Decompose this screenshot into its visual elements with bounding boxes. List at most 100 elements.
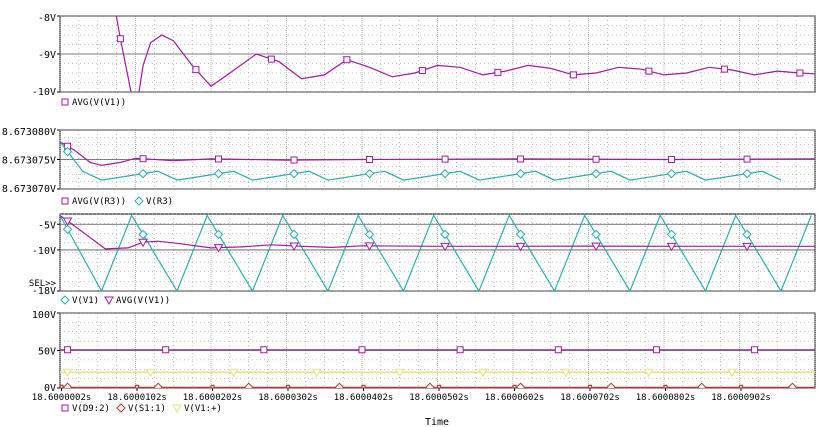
series-marker [517, 155, 525, 163]
legend-marker [172, 404, 182, 414]
series-marker [606, 382, 616, 388]
series-marker [494, 68, 502, 76]
series-marker [289, 242, 299, 251]
y-tick-label: -5V [38, 220, 56, 231]
series-marker [162, 346, 170, 354]
series-marker [244, 382, 254, 388]
series-marker [62, 368, 73, 378]
series-line [60, 215, 815, 250]
legend-marker [104, 296, 114, 306]
x-tick-label: 18.6000202s [183, 393, 243, 403]
series-marker [743, 155, 751, 163]
panel-series [60, 214, 815, 291]
series-marker [213, 168, 224, 179]
series-marker [591, 242, 601, 252]
series-marker [290, 156, 298, 164]
series-marker [138, 229, 148, 240]
series-marker [289, 229, 299, 240]
y-tick-label: -10V [32, 246, 56, 257]
series-marker [645, 67, 653, 75]
series-marker [153, 382, 163, 388]
x-tick-label: 18.6000502s [409, 393, 469, 403]
series-marker [311, 368, 322, 378]
series-marker [477, 368, 488, 378]
legend-label: V(S1:1) [128, 404, 166, 414]
panel-series [115, 16, 815, 92]
x-tick-label: 18.6000002s [32, 393, 92, 403]
series-marker [569, 71, 577, 79]
series-marker [366, 155, 374, 163]
series-marker [591, 168, 601, 179]
legend-marker [61, 404, 69, 412]
series-marker [139, 155, 147, 163]
series-marker [192, 66, 200, 74]
x-tick-label: 18.6000302s [258, 393, 318, 403]
series-marker [560, 368, 571, 378]
series-marker [742, 229, 752, 240]
panel-series [60, 346, 815, 388]
y-tick-label: 0V [44, 383, 56, 394]
series-marker [644, 368, 654, 378]
series-marker [742, 242, 752, 252]
x-tick-label: 18.6000402s [334, 393, 394, 403]
legend-marker [60, 295, 70, 305]
series-marker [441, 155, 449, 163]
series-marker [697, 382, 707, 388]
sel-marker: SEL>> [29, 279, 57, 289]
x-axis-label: Time [425, 417, 449, 427]
series-marker [787, 382, 798, 388]
series-marker [215, 155, 223, 163]
series-marker [666, 242, 677, 252]
x-tick-label: 18.6000802s [636, 393, 696, 403]
series-marker [425, 382, 435, 388]
panel-series [60, 141, 815, 181]
series-marker [228, 368, 239, 378]
legend-label: V(D9:2) [72, 404, 110, 414]
series-marker [515, 229, 526, 240]
series-line [60, 384, 815, 388]
series-marker [394, 368, 405, 378]
series-marker [62, 146, 73, 157]
x-tick-label: 18.6000602s [485, 393, 545, 403]
x-tick-label: 18.6000702s [560, 393, 620, 403]
y-tick-label: 100V [32, 310, 56, 321]
legend-label: AVG(V(V1)) [116, 296, 170, 306]
y-tick-label: -18V [32, 286, 56, 297]
series-marker [720, 65, 728, 73]
series-marker [515, 382, 526, 388]
legend-label: V(R3) [146, 197, 173, 207]
x-tick-label: 18.6000902s [711, 393, 771, 403]
series-marker [668, 155, 676, 163]
series-marker [62, 382, 73, 388]
series-line [60, 214, 812, 291]
series-marker [440, 168, 450, 179]
series-marker [358, 346, 366, 354]
legend-label: V(V1:+) [184, 404, 222, 414]
series-marker [213, 229, 224, 240]
legend-marker [61, 197, 69, 205]
series-marker [138, 168, 148, 179]
series-marker [515, 168, 526, 179]
series-marker [364, 229, 375, 240]
series-marker [727, 368, 737, 378]
series-marker [213, 244, 224, 253]
series-marker [666, 168, 677, 179]
series-line [115, 16, 815, 92]
series-marker [440, 242, 450, 252]
series-marker [554, 346, 562, 354]
y-tick-label: 50V [38, 347, 56, 358]
series-marker [145, 368, 156, 378]
series-marker [515, 242, 526, 252]
series-marker [440, 229, 450, 240]
x-tick-label: 18.6000102s [107, 393, 167, 403]
legend-label: V(V1) [72, 296, 99, 306]
series-marker [267, 55, 275, 63]
series-marker [591, 229, 601, 240]
legend-label: AVG(V(V1)) [72, 98, 126, 108]
plot-grids [59, 15, 816, 389]
series-marker [364, 242, 375, 251]
series-marker [62, 224, 73, 234]
series-marker [343, 56, 351, 64]
series-marker [138, 238, 148, 248]
